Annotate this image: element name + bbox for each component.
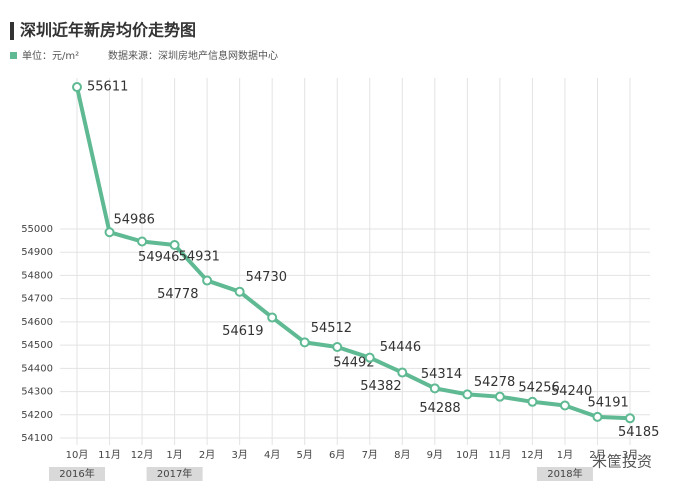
y-tick-label: 54800 — [21, 270, 53, 281]
year-box — [536, 467, 593, 481]
point — [332, 341, 343, 352]
point — [299, 337, 310, 348]
x-tick-label: 7月 — [362, 449, 378, 461]
point — [429, 383, 440, 394]
point — [592, 411, 603, 422]
x-tick-label: 2月 — [589, 449, 605, 461]
x-tick-label: 11月 — [98, 449, 121, 461]
data-label: 54946 — [138, 250, 179, 265]
data-label: 54314 — [421, 367, 462, 382]
year-box — [146, 467, 203, 481]
title-bar — [10, 22, 14, 40]
x-tick-label: 5月 — [297, 449, 313, 461]
point — [364, 352, 375, 363]
point — [494, 391, 505, 402]
data-label: 54240 — [551, 384, 592, 399]
x-tick-label: 3月 — [231, 449, 247, 461]
y-tick-label: 54300 — [21, 387, 53, 398]
point — [137, 236, 148, 247]
year-box — [49, 467, 105, 481]
point — [202, 275, 213, 286]
data-label: 54288 — [419, 401, 460, 416]
data-label: 54619 — [222, 324, 263, 339]
data-label: 54730 — [246, 270, 287, 285]
y-tick-label: 54600 — [21, 317, 53, 328]
data-label: 55611 — [87, 80, 128, 95]
point — [527, 396, 538, 407]
point — [267, 312, 278, 323]
x-tick-label: 1月 — [166, 449, 182, 461]
subtitle-marker — [10, 52, 17, 59]
data-label: 54492 — [333, 355, 374, 370]
x-tick-label: 11月 — [489, 449, 512, 461]
y-tick-label: 54200 — [21, 410, 53, 421]
y-tick-label: 55000 — [21, 224, 53, 235]
line — [75, 86, 631, 421]
y-tick-label: 54500 — [21, 340, 53, 351]
point — [72, 82, 82, 93]
x-tick-label: 3月 — [622, 449, 638, 461]
x-tick-label: 12月 — [521, 449, 544, 461]
point — [462, 389, 473, 400]
data-label: 54382 — [360, 379, 401, 394]
data-label: 54778 — [157, 287, 198, 302]
data-label: 54191 — [587, 395, 628, 410]
data-label: 54512 — [311, 321, 352, 336]
year-label: 2018年 — [547, 467, 582, 480]
y-tick-label: 54700 — [21, 294, 53, 305]
year-label: 2017年 — [157, 467, 192, 480]
data-label: 54278 — [474, 375, 515, 390]
year-label: 2016年 — [59, 467, 94, 480]
y-tick-label: 54400 — [21, 363, 53, 374]
data-label: 54256 — [518, 380, 559, 395]
y-tick-label: 54100 — [21, 433, 53, 444]
x-tick-label: 4月 — [264, 449, 280, 461]
point — [625, 413, 635, 424]
point — [104, 227, 115, 238]
data-label: 54185 — [618, 425, 659, 440]
point — [559, 400, 570, 411]
x-tick-label: 9月 — [427, 449, 443, 461]
x-tick-label: 1月 — [557, 449, 573, 461]
x-tick-label: 2月 — [199, 449, 215, 461]
x-tick-label: 10月 — [66, 449, 89, 461]
unit: 单位：元/m² — [22, 49, 79, 62]
x-tick-label: 6月 — [329, 449, 345, 461]
point — [169, 240, 180, 251]
point — [234, 286, 245, 297]
x-tick-label: 12月 — [131, 449, 154, 461]
x-tick-label: 8月 — [394, 449, 410, 461]
data-label: 54931 — [179, 250, 220, 265]
x-tick-label: 10月 — [456, 449, 479, 461]
source: 数据来源：深圳房地产信息网数据中心 — [108, 49, 278, 62]
point — [397, 367, 408, 378]
y-tick-label: 54900 — [21, 247, 53, 258]
data-label: 54986 — [114, 213, 155, 228]
data-label: 54446 — [380, 340, 421, 355]
watermark: 米筐投资 — [592, 453, 652, 471]
chart-title: 深圳近年新房均价走势图 — [20, 21, 196, 40]
